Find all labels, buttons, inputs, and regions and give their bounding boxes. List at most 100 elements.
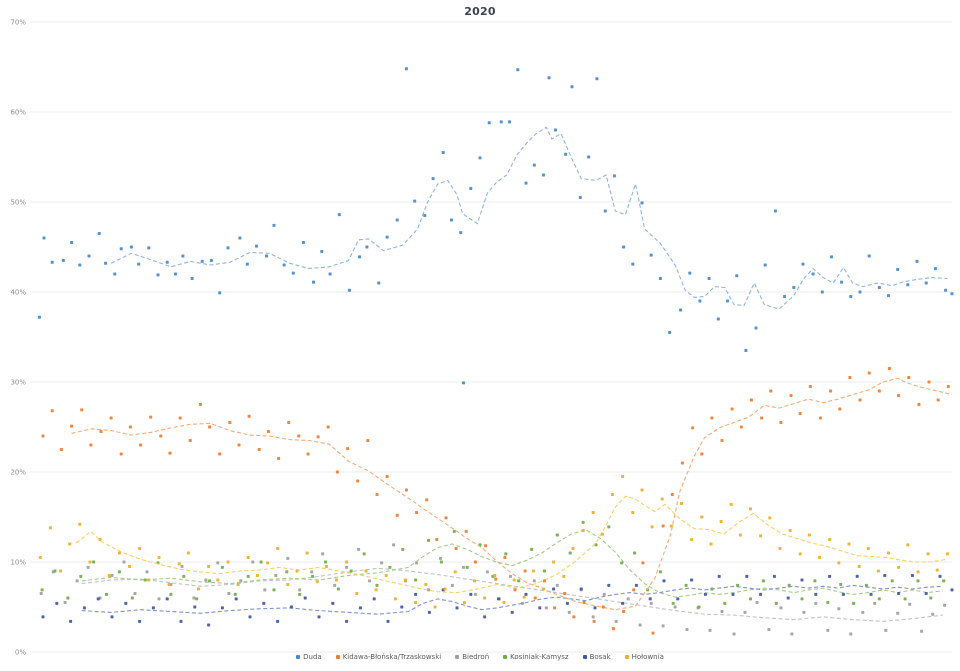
- data-point-kosiniak-kamysz: [787, 583, 791, 587]
- data-point-kosiniak-kamysz: [568, 551, 572, 555]
- data-point-duda: [915, 259, 919, 263]
- data-point-duda: [245, 262, 249, 266]
- data-point-duda: [532, 163, 536, 167]
- data-point-biedron: [826, 628, 830, 632]
- data-point-duda: [499, 120, 503, 124]
- data-point-biedron: [708, 628, 712, 632]
- data-point-biedron: [485, 570, 489, 574]
- data-point-biedron: [263, 588, 267, 592]
- data-point-kosiniak-kamysz: [581, 520, 585, 524]
- data-point-duda: [137, 262, 141, 266]
- data-point-kidawa-blonska-trzaskowski: [700, 452, 704, 456]
- data-point-bosak: [303, 596, 307, 600]
- data-point-bosak: [565, 601, 569, 605]
- data-point-kidawa-blonska-trzaskowski: [503, 556, 507, 559]
- data-point-duda: [688, 271, 692, 275]
- data-point-duda: [547, 76, 551, 80]
- data-point-bosak: [179, 619, 183, 623]
- data-point-kosiniak-kamysz: [697, 605, 701, 609]
- data-point-holownia: [581, 529, 585, 532]
- data-point-duda: [877, 286, 881, 289]
- data-point-holownia: [660, 497, 664, 501]
- data-point-duda: [933, 267, 937, 271]
- data-point-holownia: [531, 569, 535, 573]
- legend-item-holownia[interactable]: Hołownia: [624, 652, 664, 662]
- data-point-holownia: [650, 525, 654, 529]
- data-point-duda: [147, 246, 151, 250]
- data-point-kidawa-blonska-trzaskowski: [188, 439, 192, 442]
- data-point-kosiniak-kamysz: [684, 583, 688, 587]
- data-point-kosiniak-kamysz: [671, 601, 675, 605]
- data-point-duda: [337, 213, 341, 217]
- legend-item-duda[interactable]: Duda: [296, 652, 322, 662]
- data-point-kosiniak-kamysz: [555, 533, 559, 537]
- data-point-biedron: [39, 592, 43, 595]
- data-point-duda: [820, 290, 824, 294]
- data-point-kidawa-blonska-trzaskowski: [592, 619, 596, 623]
- data-point-holownia: [443, 587, 447, 591]
- data-point-biedron: [873, 601, 877, 605]
- data-point-biedron: [110, 574, 114, 577]
- data-point-bosak: [579, 587, 583, 591]
- data-point-bosak: [317, 615, 321, 619]
- data-point-duda: [754, 326, 758, 330]
- data-point-biedron: [673, 605, 677, 609]
- legend-item-biedron[interactable]: Biedroń: [455, 652, 489, 662]
- data-point-bosak: [289, 605, 293, 609]
- data-point-duda: [282, 263, 286, 267]
- data-point-kosiniak-kamysz: [530, 547, 534, 551]
- data-point-kosiniak-kamysz: [195, 597, 199, 601]
- data-point-biedron: [532, 579, 536, 583]
- data-point-bosak: [897, 592, 901, 595]
- data-point-kidawa-blonska-trzaskowski: [572, 615, 576, 619]
- legend-item-kosiniak-kamysz[interactable]: Kosiniak-Kamysz: [503, 652, 569, 662]
- data-point-kosiniak-kamysz: [336, 587, 340, 591]
- data-point-kidawa-blonska-trzaskowski: [563, 592, 567, 595]
- data-point-duda: [849, 295, 853, 298]
- data-point-biedron: [180, 565, 184, 568]
- data-point-bosak: [138, 619, 142, 623]
- data-point-bosak: [358, 606, 362, 610]
- data-point-bosak: [386, 619, 390, 623]
- legend-item-bosak[interactable]: Bosak: [582, 652, 611, 662]
- data-point-biedron: [415, 561, 419, 565]
- data-point-biedron: [86, 565, 90, 569]
- legend-item-kidawa-blonska-trzaskowski[interactable]: Kidawa-Błońska/Trzaskowski: [335, 652, 441, 662]
- data-point-holownia: [345, 560, 349, 564]
- data-point-kidawa-blonska-trzaskowski: [415, 511, 419, 514]
- y-axis-label: 60%: [10, 109, 26, 117]
- data-point-bosak: [372, 597, 376, 601]
- data-point-holownia: [78, 522, 82, 526]
- data-point-bosak: [151, 606, 155, 610]
- y-axis-label: 20%: [10, 469, 26, 477]
- data-point-duda: [578, 196, 582, 199]
- data-point-bosak: [276, 619, 280, 623]
- data-point-holownia: [414, 601, 418, 604]
- data-point-biedron: [392, 543, 396, 547]
- data-point-holownia: [98, 538, 102, 541]
- series-duda: [37, 67, 954, 385]
- legend-label-kosiniak-kamysz: Kosiniak-Kamysz: [510, 653, 569, 661]
- data-point-biedron: [145, 570, 149, 574]
- data-point-holownia: [393, 597, 397, 601]
- data-point-kosiniak-kamysz: [749, 597, 752, 601]
- data-point-holownia: [355, 592, 359, 595]
- data-point-kosiniak-kamysz: [942, 579, 946, 583]
- data-point-kidawa-blonska-trzaskowski: [582, 601, 586, 604]
- data-point-duda: [265, 254, 269, 258]
- data-point-duda: [726, 299, 729, 303]
- data-point-kosiniak-kamysz: [813, 579, 817, 583]
- data-point-kosiniak-kamysz: [465, 565, 469, 569]
- data-point-kidawa-blonska-trzaskowski: [404, 488, 408, 492]
- data-point-holownia: [286, 583, 290, 586]
- data-point-kidawa-blonska-trzaskowski: [277, 457, 281, 460]
- data-point-bosak: [193, 605, 197, 609]
- data-point-biedron: [626, 597, 630, 601]
- data-point-holownia: [552, 560, 556, 564]
- data-point-duda: [801, 262, 805, 266]
- data-point-bosak: [883, 574, 887, 577]
- data-point-holownia: [857, 565, 861, 568]
- data-point-holownia: [404, 578, 407, 582]
- chart-title: 2020: [464, 5, 496, 18]
- data-point-kosiniak-kamysz: [375, 583, 379, 587]
